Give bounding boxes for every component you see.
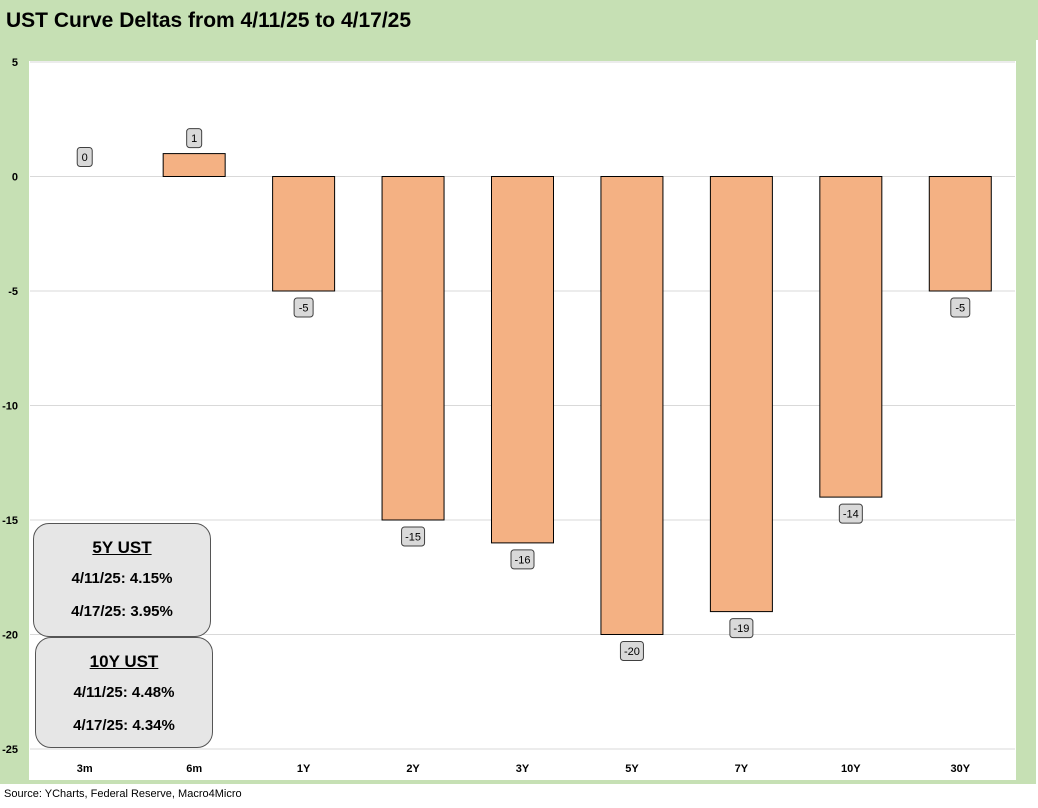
data-label-box <box>293 297 314 318</box>
bar-chart: 5 0 -5 -10 -15 -20 -25 3m 0 6m 1 1Y -5 2Y -15 3Y -16 5Y -2… <box>2 57 1015 775</box>
bar <box>819 176 883 498</box>
bar <box>709 176 773 613</box>
chart-title: UST Curve Deltas from 4/11/25 to 4/17/25 <box>6 9 412 32</box>
bar <box>272 176 336 292</box>
data-label: -15 <box>405 532 421 544</box>
bar <box>928 176 992 292</box>
y-tick-label: 0 <box>12 172 18 184</box>
x-tick-label: 3Y <box>516 763 530 775</box>
x-tick-label: 2Y <box>406 763 420 775</box>
title-bar: UST Curve Deltas from 4/11/25 to 4/17/25 <box>0 0 1038 40</box>
data-label-box <box>838 503 863 524</box>
x-tick-label: 30Y <box>950 763 970 775</box>
data-label: -5 <box>955 303 965 315</box>
info-box-10y-header: 10Y UST <box>89 652 159 671</box>
data-label-box <box>729 618 754 639</box>
data-label: -19 <box>733 623 749 635</box>
x-tick-label: 1Y <box>297 763 311 775</box>
info-box-5y-row-2: 4/17/25: 3.95% <box>71 603 173 620</box>
info-box-10y-row-2: 4/17/25: 4.34% <box>73 717 175 734</box>
bar <box>381 176 445 521</box>
data-label: -5 <box>299 303 309 315</box>
x-tick-label: 3m <box>77 763 93 775</box>
data-label-box <box>76 147 93 167</box>
y-tick-label: -5 <box>8 286 18 298</box>
y-tick-label: -15 <box>2 515 18 527</box>
info-box-10y-row-1: 4/11/25: 4.48% <box>73 684 175 701</box>
x-tick-label: 6m <box>186 763 202 775</box>
bar <box>162 153 226 177</box>
data-label: -16 <box>515 554 531 566</box>
x-tick-label: 5Y <box>625 763 639 775</box>
data-label: -20 <box>624 646 640 658</box>
data-label: -14 <box>843 509 859 521</box>
y-tick-label: -10 <box>2 401 18 413</box>
info-box-10y: 10Y UST 4/11/25: 4.48% 4/17/25: 4.34% <box>35 637 213 748</box>
data-label-box <box>619 641 644 661</box>
y-tick-label: -20 <box>2 630 18 642</box>
y-tick-label: -25 <box>2 744 18 756</box>
data-label-box <box>950 297 971 318</box>
source-note: Source: YCharts, Federal Reserve, Macro4… <box>4 788 242 800</box>
data-label: 1 <box>191 133 197 145</box>
bar <box>491 176 554 544</box>
data-label-box <box>510 549 535 570</box>
bar <box>600 176 664 635</box>
x-tick-label: 10Y <box>841 763 861 775</box>
info-box-5y: 5Y UST 4/11/25: 4.15% 4/17/25: 3.95% <box>33 523 211 637</box>
data-label: 0 <box>82 152 88 164</box>
data-label-box <box>401 526 426 547</box>
y-tick-label: 5 <box>12 57 18 69</box>
x-tick-label: 7Y <box>735 763 749 775</box>
info-box-5y-row-1: 4/11/25: 4.15% <box>71 570 173 587</box>
data-label-box <box>186 128 203 149</box>
info-box-5y-header: 5Y UST <box>92 538 152 557</box>
